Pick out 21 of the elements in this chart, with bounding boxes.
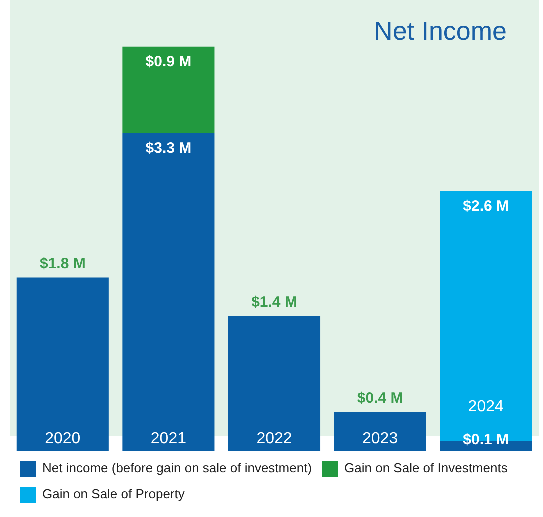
data-label: $2.6 M (463, 198, 510, 215)
x-tick-label: 2021 (150, 430, 187, 448)
legend-label: Net income (before gain on sale of investment) (42, 460, 312, 476)
x-tick-label: 2023 (362, 430, 398, 448)
data-label: $0.1 M (463, 432, 510, 449)
bar (122, 133, 215, 451)
data-label: $3.3 M (146, 140, 192, 158)
bar (334, 412, 426, 451)
bar (16, 278, 109, 451)
bar (122, 46, 215, 134)
data-label: $1.4 M (252, 294, 298, 311)
data-label: $0.4 M (357, 390, 404, 408)
x-tick-label: 2022 (256, 430, 292, 448)
x-tick-label: 2024 (468, 398, 504, 416)
chart-title: Net Income (374, 16, 507, 46)
data-label: $1.8 M (40, 255, 86, 272)
bar (228, 316, 321, 451)
x-tick-label: 2020 (45, 430, 81, 448)
data-label: $0.9 M (146, 54, 192, 71)
legend-label: Gain on Sale of Property (42, 486, 186, 502)
legend-label: Gain on Sale of Investments (344, 460, 508, 476)
